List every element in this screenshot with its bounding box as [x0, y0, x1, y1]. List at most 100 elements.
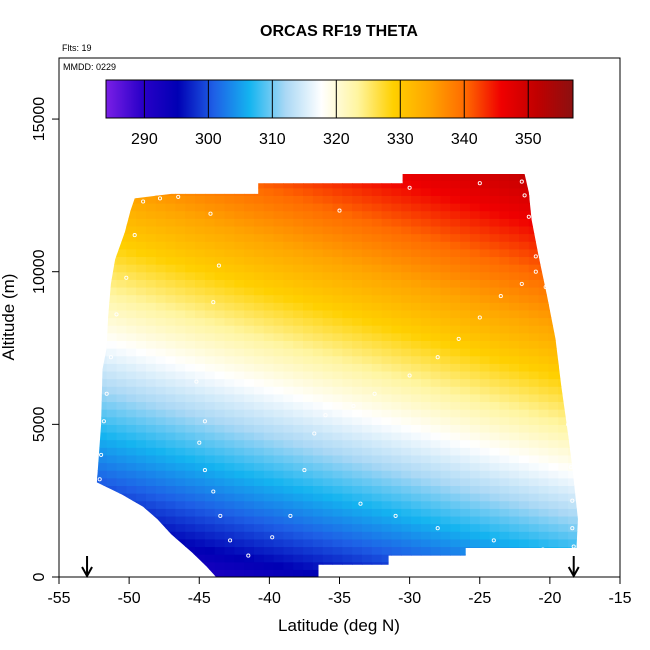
heatmap-cell: [430, 218, 442, 227]
heatmap-cell: [558, 294, 569, 303]
heatmap-cell: [568, 340, 578, 349]
heatmap-cell: [509, 348, 520, 357]
heatmap-cell: [430, 378, 442, 387]
heatmap-cell: [322, 286, 334, 296]
heatmap-cell: [578, 447, 588, 455]
heatmap-cell: [126, 279, 137, 288]
heatmap-cell: [273, 569, 284, 577]
heatmap-cell: [430, 210, 442, 219]
heatmap-cell: [116, 309, 127, 319]
heatmap-cell: [263, 256, 275, 265]
heatmap-cell: [165, 508, 177, 517]
heatmap-cell: [578, 554, 588, 562]
heatmap-cell: [165, 424, 177, 433]
flight-track-point: [176, 194, 181, 199]
heatmap-cell: [538, 538, 550, 548]
heatmap-cell: [381, 523, 392, 532]
heatmap-cell: [234, 462, 245, 471]
heatmap-cell: [420, 554, 432, 563]
heatmap-cell: [106, 233, 118, 242]
heatmap-cell: [116, 256, 127, 265]
heatmap-cell: [145, 271, 157, 280]
heatmap-cell: [430, 561, 442, 570]
heatmap-cell: [361, 233, 373, 242]
heatmap-cell: [440, 500, 451, 509]
heatmap-cell: [165, 218, 177, 227]
heatmap-cell: [195, 203, 206, 212]
heatmap-cell: [352, 271, 363, 280]
heatmap-cell: [499, 195, 510, 204]
heatmap-cell: [519, 302, 530, 311]
heatmap-cell: [342, 225, 353, 235]
heatmap-cell: [204, 378, 216, 387]
heatmap-cell: [96, 370, 108, 380]
heatmap-cell: [253, 409, 265, 418]
heatmap-cell: [185, 210, 196, 219]
heatmap-cell: [332, 561, 343, 570]
heatmap-cell: [312, 264, 324, 273]
heatmap-cell: [175, 546, 186, 555]
heatmap-cell: [185, 538, 196, 548]
heatmap-cell: [96, 180, 98, 189]
heatmap-cell: [234, 195, 245, 204]
heatmap-cell: [558, 454, 569, 464]
heatmap-cell: [391, 462, 402, 471]
heatmap-cell: [195, 515, 206, 525]
heatmap-cell: [342, 462, 353, 471]
heatmap-cell: [312, 378, 324, 387]
heatmap-cell: [204, 523, 216, 532]
heatmap-cell: [489, 294, 500, 303]
heatmap-cell: [322, 485, 334, 494]
heatmap-cell: [234, 340, 245, 349]
heatmap-cell: [126, 493, 137, 502]
heatmap-cell: [460, 218, 471, 227]
heatmap-cell: [263, 271, 275, 280]
flight-track: [97, 179, 576, 558]
heatmap-cell: [332, 279, 343, 288]
heatmap-cell: [489, 477, 500, 487]
heatmap-cell: [214, 370, 226, 380]
heatmap-cell: [224, 401, 235, 410]
heatmap-cell: [126, 317, 137, 326]
heatmap-cell: [303, 218, 314, 227]
heatmap-cell: [234, 225, 245, 235]
heatmap-cell: [391, 515, 402, 525]
heatmap-cell: [244, 218, 255, 227]
heatmap-cell: [96, 538, 98, 548]
heatmap-cell: [244, 165, 254, 173]
heatmap-cell: [401, 248, 412, 258]
heatmap-cell: [352, 493, 363, 502]
heatmap-cell: [401, 386, 412, 395]
heatmap-cell: [440, 233, 451, 242]
heatmap-cell: [342, 165, 352, 173]
heatmap-cell: [175, 286, 186, 296]
heatmap-cell: [420, 569, 432, 577]
heatmap-cell: [568, 317, 578, 326]
heatmap-cell: [185, 462, 196, 471]
heatmap-cell: [489, 409, 500, 418]
heatmap-cell: [381, 248, 392, 258]
heatmap-cell: [568, 363, 578, 372]
heatmap-cell: [96, 477, 98, 487]
heatmap-cell: [263, 409, 275, 418]
heatmap-cell: [322, 218, 334, 227]
heatmap-cell: [450, 409, 461, 418]
heatmap-cell: [214, 485, 226, 494]
heatmap-cell: [371, 454, 383, 464]
heatmap-cell: [548, 493, 559, 502]
heatmap-cell: [293, 279, 304, 288]
heatmap-cell: [145, 309, 157, 319]
heatmap-cell: [469, 477, 481, 487]
heatmap-cell: [283, 233, 294, 242]
heatmap-cell: [283, 340, 294, 349]
heatmap-cell: [401, 416, 412, 425]
heatmap-cell: [263, 302, 275, 311]
heatmap-cell: [401, 271, 412, 280]
heatmap-cell: [342, 180, 353, 189]
heatmap-cell: [253, 225, 265, 235]
heatmap-cell: [303, 355, 314, 364]
heatmap-cell: [106, 485, 118, 494]
heatmap-cell: [578, 470, 588, 478]
heatmap-cell: [332, 485, 343, 494]
heatmap-cell: [165, 302, 177, 311]
